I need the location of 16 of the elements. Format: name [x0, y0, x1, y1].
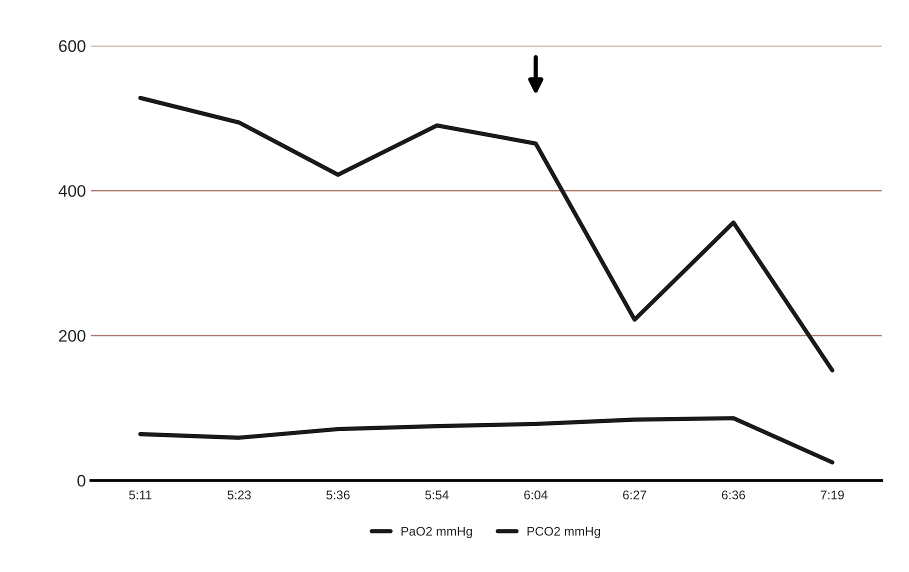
x-tick-label: 5:11: [129, 490, 152, 500]
x-tick-label: 6:36: [722, 490, 746, 500]
x-tick-label: 6:27: [623, 490, 646, 500]
x-tick-label: 6:04: [524, 490, 548, 500]
x-tick-label: 5:36: [326, 490, 350, 500]
legend-label: PCO2 mmHg: [528, 526, 600, 538]
y-tick-label: 200: [59, 330, 86, 342]
line-series: [138, 96, 834, 372]
legend-label: PaO2 mmHg: [402, 526, 472, 538]
line-series: [138, 416, 834, 464]
y-tick-label: 400: [58, 185, 86, 197]
x-tick-label: 5:54: [425, 490, 449, 500]
x-tick-label: 7:19: [820, 490, 844, 500]
x-tick-label: 5:23: [228, 490, 251, 500]
y-tick-label: 0: [77, 474, 86, 487]
y-tick-label: 600: [59, 40, 86, 52]
